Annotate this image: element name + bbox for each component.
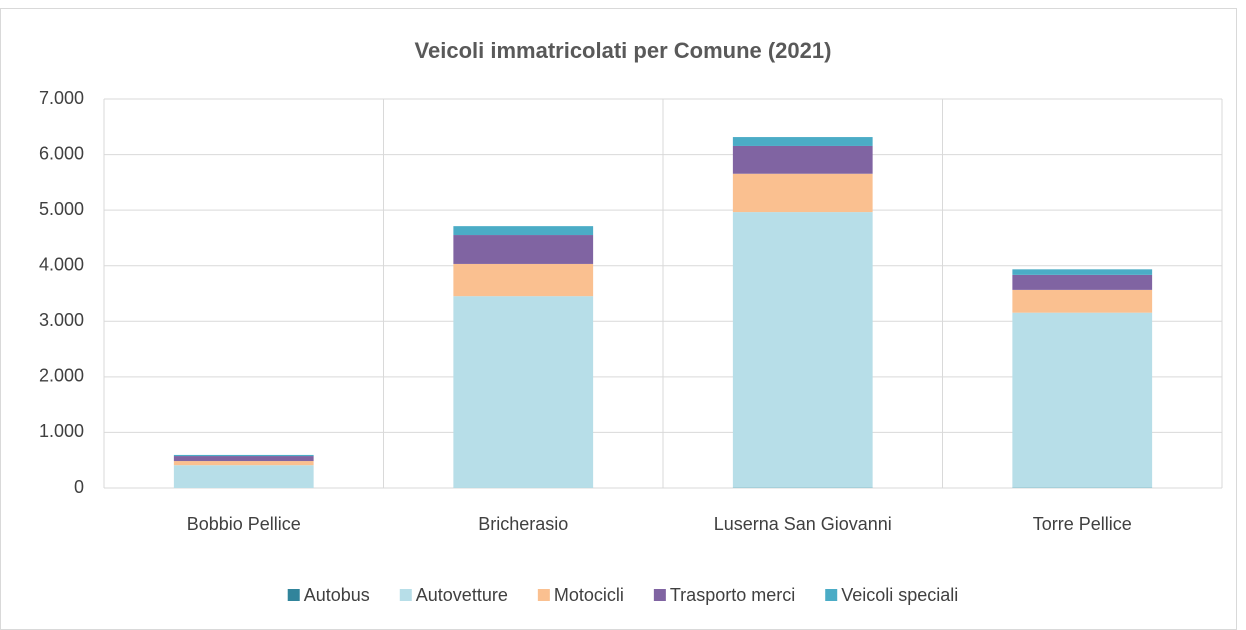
- legend-label: Autovetture: [416, 585, 508, 605]
- y-tick-label: 6.000: [39, 143, 84, 163]
- y-tick-label: 7.000: [39, 88, 84, 108]
- bar-segment: [732, 137, 873, 146]
- legend-swatch: [287, 589, 300, 601]
- legend-label: Veicoli speciali: [841, 585, 958, 605]
- chart-title: Veicoli immatricolati per Comune (2021): [415, 38, 832, 63]
- x-tick-label: Bobbio Pellice: [187, 514, 301, 534]
- x-tick-label: Luserna San Giovanni: [714, 514, 892, 534]
- bar-segment: [1012, 269, 1153, 275]
- bar-segment: [1012, 289, 1153, 313]
- legend-label: Motocicli: [554, 585, 624, 605]
- legend-swatch: [653, 589, 666, 601]
- legend-label: Autobus: [304, 585, 370, 605]
- legend-swatch: [825, 589, 838, 601]
- x-tick-label: Torre Pellice: [1033, 514, 1132, 534]
- y-tick-label: 2.000: [39, 366, 84, 386]
- bar-segment: [732, 212, 873, 488]
- bar-segment: [173, 465, 314, 488]
- bar-segment: [173, 461, 314, 466]
- y-tick-label: 1.000: [39, 421, 84, 441]
- bar-segment: [1012, 274, 1153, 290]
- bar-segment: [173, 456, 314, 462]
- bar-segment: [173, 454, 314, 457]
- bar-segment: [453, 226, 594, 236]
- bar-segment: [453, 296, 594, 488]
- y-tick-label: 0: [74, 477, 84, 497]
- bar-segment: [1012, 312, 1153, 488]
- y-tick-label: 3.000: [39, 310, 84, 330]
- y-tick-label: 5.000: [39, 199, 84, 219]
- legend-swatch: [399, 589, 412, 601]
- legend-label: Trasporto merci: [670, 585, 795, 605]
- bar-segment: [453, 263, 594, 297]
- bar-segment: [732, 173, 873, 213]
- bar-segment: [453, 235, 594, 264]
- legend-swatch: [537, 589, 550, 601]
- bar-segment: [732, 145, 873, 174]
- y-tick-label: 4.000: [39, 254, 84, 274]
- x-tick-label: Bricherasio: [478, 514, 568, 534]
